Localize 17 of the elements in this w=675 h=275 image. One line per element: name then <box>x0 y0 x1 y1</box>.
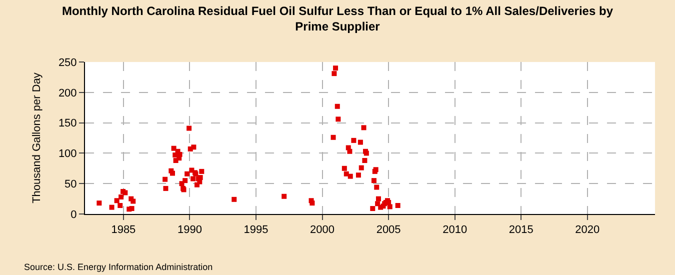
x-tick-label: 2010 <box>442 224 468 236</box>
y-tick-label: 250 <box>58 56 77 69</box>
source-note: Source: U.S. Energy Information Administration <box>24 262 213 272</box>
y-tick-label: 50 <box>64 178 77 190</box>
x-tick-label: 1995 <box>244 224 268 236</box>
y-tick-label: 0 <box>70 208 77 221</box>
x-tick-label: 1985 <box>111 224 136 236</box>
y-tick-label: 100 <box>58 148 77 160</box>
x-tick-label: 2005 <box>376 224 401 236</box>
x-tick-label: 2020 <box>575 224 600 236</box>
x-tick-label: 2015 <box>508 224 534 236</box>
y-tick-label: 150 <box>58 118 77 130</box>
x-tick-label: 1990 <box>177 224 202 236</box>
x-tick-label: 2000 <box>310 224 335 236</box>
y-tick-label: 200 <box>58 87 77 100</box>
chart-title: Monthly North Carolina Residual Fuel Oil Sulfur Less Than or Equal to 1% All Sales/Deliveries by Prime Supplier <box>62 4 614 34</box>
y-axis-title: Thousand Gallons per Day <box>31 72 44 204</box>
